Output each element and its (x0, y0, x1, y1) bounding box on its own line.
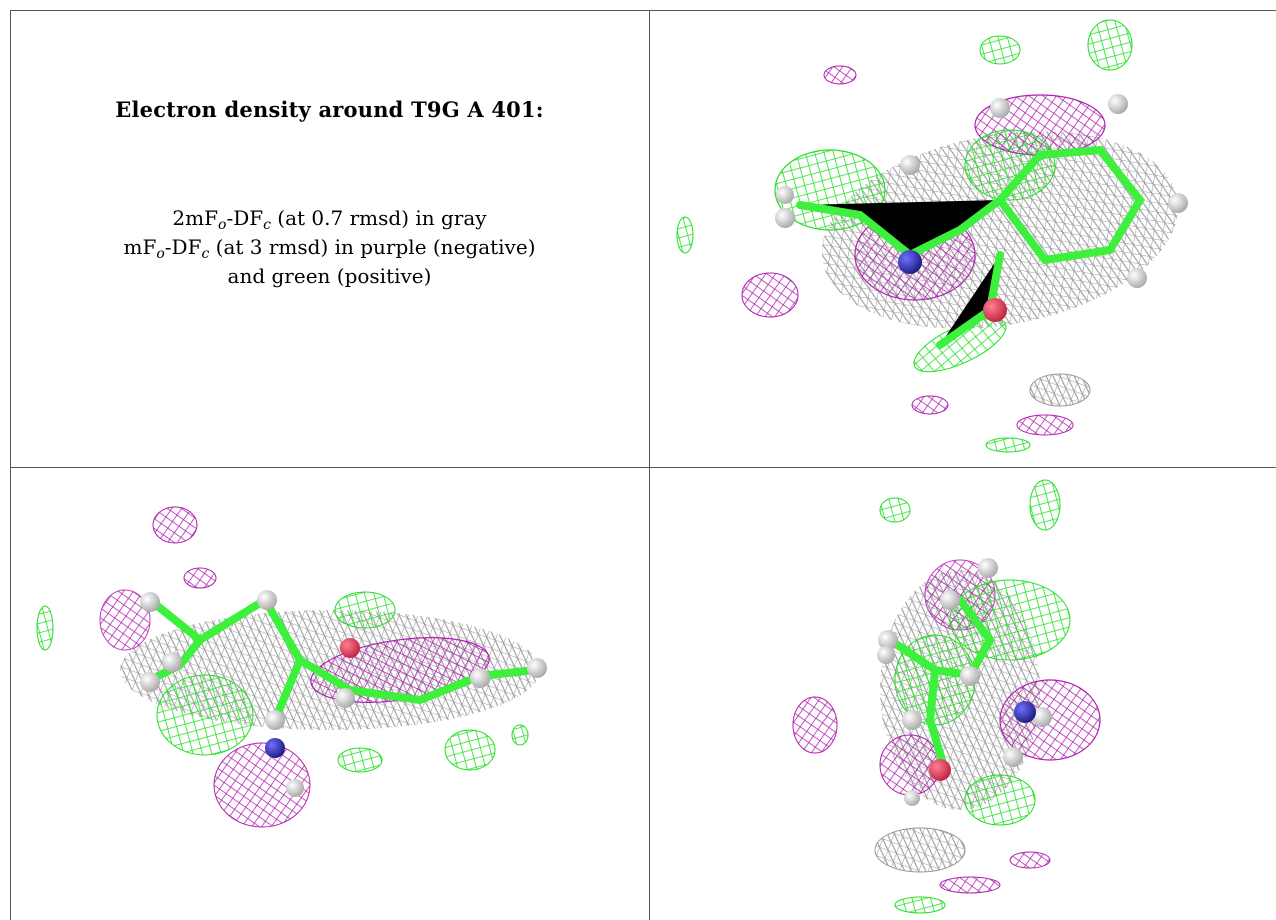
caption-cell: Electron density around T9G A 401: 2mFo-… (11, 11, 648, 466)
legend-text: (at 3 rmsd) in purple (negative) (209, 235, 536, 259)
density-view-3 (792, 479, 1101, 914)
subscript: c (263, 217, 271, 233)
legend-line: mFo-DFc (at 3 rmsd) in purple (negative) (11, 233, 648, 262)
legend-line: 2mFo-DFc (at 0.7 rmsd) in gray (11, 204, 648, 233)
subscript: o (156, 246, 165, 262)
density-view-2 (36, 506, 547, 828)
legend-text: (at 0.7 rmsd) in gray (270, 206, 487, 230)
subscript: c (201, 246, 210, 262)
density-view-1 (676, 19, 1188, 453)
legend-text: -DF (164, 235, 202, 259)
legend-text: -DF (226, 206, 264, 230)
table-borders (10, 10, 1276, 920)
figure-title: Electron density around T9G A 401: (115, 97, 544, 122)
legend-line: and green (positive) (11, 262, 648, 291)
subscript: o (218, 217, 227, 233)
legend-text: mF (123, 235, 157, 259)
figure-legend: 2mFo-DFc (at 0.7 rmsd) in gray mFo-DFc (a… (11, 204, 648, 291)
legend-text: 2mF (172, 206, 218, 230)
legend-text: and green (positive) (227, 264, 432, 288)
